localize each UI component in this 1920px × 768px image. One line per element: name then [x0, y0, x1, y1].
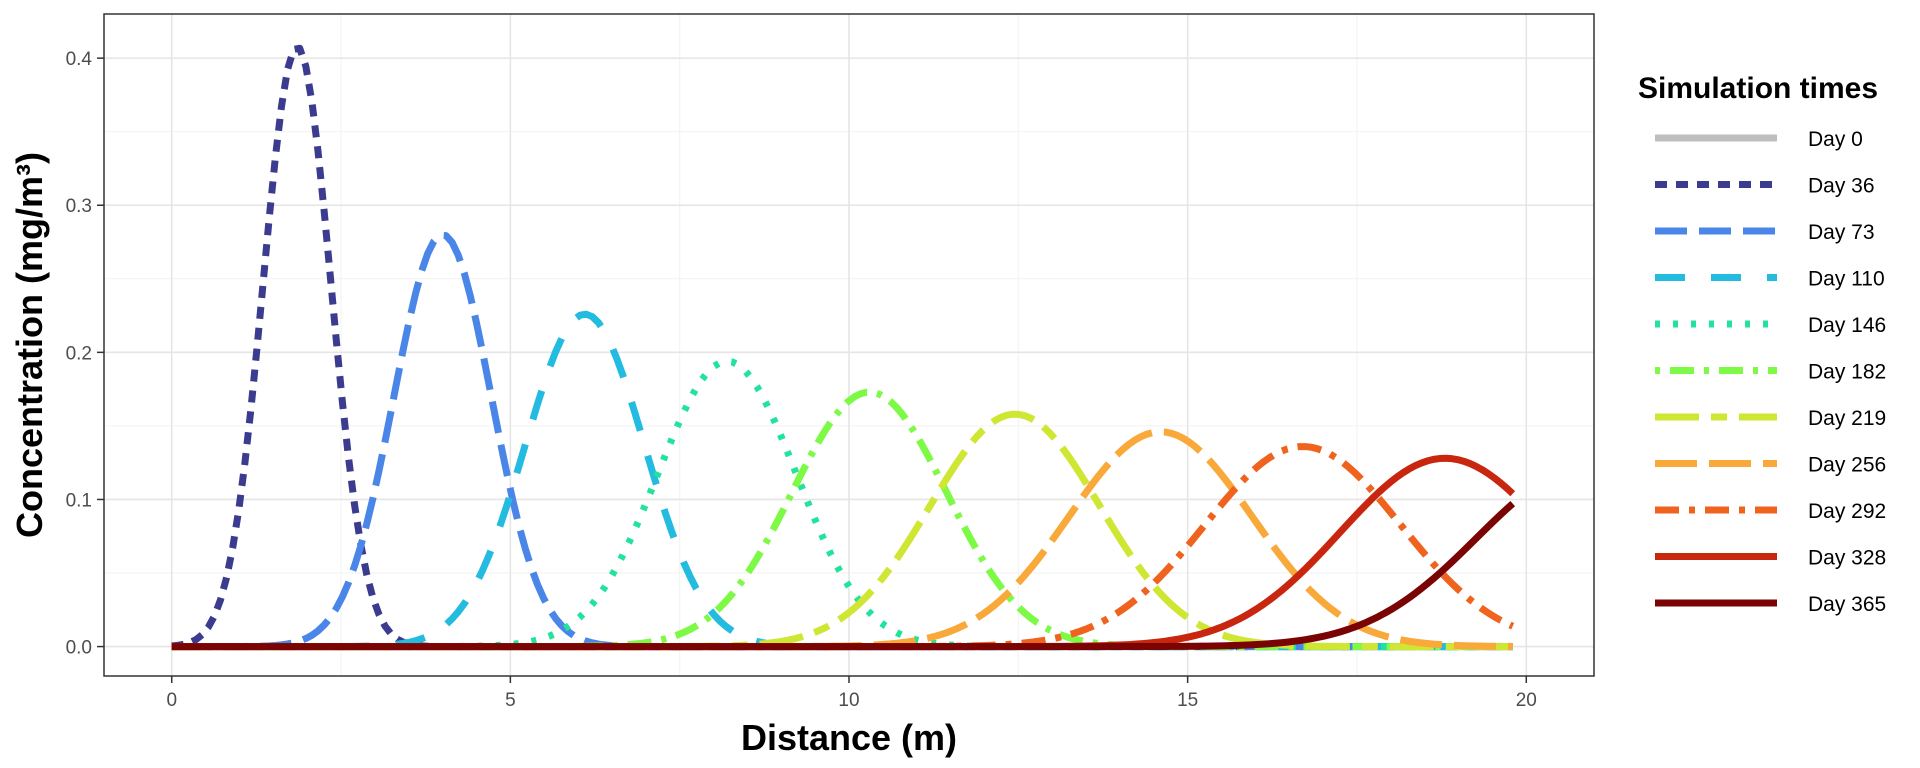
series-line-day-36 — [171, 44, 1513, 651]
legend-title: Simulation times — [1638, 72, 1878, 105]
legend-label: Day 292 — [1808, 500, 1886, 523]
y-axis: 0.0 0.1 0.2 0.3 0.4 — [66, 49, 104, 659]
x-axis: 0 5 10 15 20 — [166, 676, 1537, 711]
legend-label: Day 146 — [1808, 314, 1886, 337]
x-tick-label: 10 — [838, 690, 859, 711]
x-tick-label: 15 — [1177, 690, 1198, 711]
legend-label: Day 182 — [1808, 361, 1886, 384]
legend: Simulation times Day 0 Day 36 Day 73 Day 11… — [1638, 72, 1886, 616]
x-axis-title: Distance (m) — [741, 717, 957, 758]
x-tick-label: 5 — [505, 690, 516, 711]
grid — [104, 14, 1594, 676]
legend-label: Day 219 — [1808, 407, 1886, 430]
series-line-day-110 — [171, 310, 1513, 651]
y-tick-label: 0.1 — [66, 490, 92, 511]
legend-label: Day 36 — [1808, 175, 1875, 198]
series-line-day-365 — [171, 501, 1516, 651]
y-tick-label: 0.3 — [66, 196, 92, 217]
x-tick-label: 0 — [166, 690, 177, 711]
x-tick-label: 20 — [1516, 690, 1537, 711]
y-tick-label: 0.4 — [66, 49, 93, 70]
legend-label: Day 110 — [1808, 268, 1885, 291]
y-axis-title: Concentration (mg/m³) — [9, 152, 50, 538]
series-line-day-182 — [171, 388, 1513, 651]
legend-label: Day 256 — [1808, 454, 1886, 477]
y-tick-label: 0.0 — [66, 638, 92, 659]
series-layer — [171, 44, 1516, 651]
y-tick-label: 0.2 — [66, 343, 92, 364]
legend-label: Day 73 — [1808, 221, 1875, 244]
legend-label: Day 365 — [1808, 593, 1886, 616]
legend-label: Day 328 — [1808, 547, 1886, 570]
legend-label: Day 0 — [1808, 128, 1863, 151]
